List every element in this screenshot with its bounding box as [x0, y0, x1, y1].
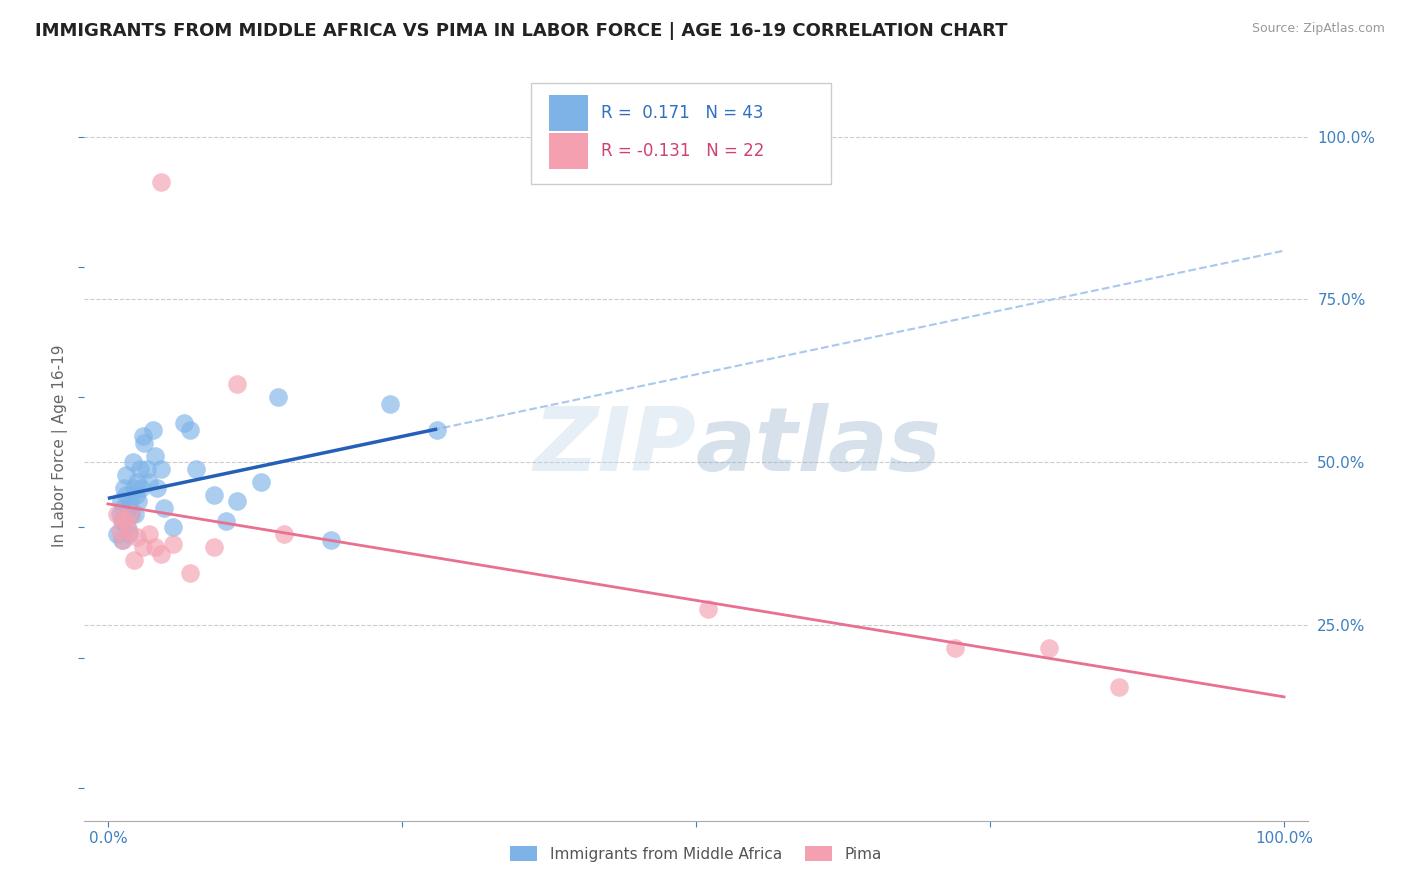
Point	[184, 462, 207, 476]
Point	[114, 488, 136, 502]
Text: atlas: atlas	[696, 402, 942, 490]
Point	[380, 397, 402, 411]
Point	[943, 640, 966, 655]
Point	[162, 537, 184, 551]
Point	[105, 508, 128, 522]
Y-axis label: In Labor Force | Age 16-19: In Labor Force | Age 16-19	[52, 344, 67, 548]
Point	[112, 481, 135, 495]
Point	[179, 423, 201, 437]
Point	[112, 533, 135, 548]
FancyBboxPatch shape	[531, 83, 831, 184]
Point	[267, 390, 290, 404]
Point	[1108, 680, 1130, 694]
Point	[202, 540, 225, 554]
Point	[120, 508, 142, 522]
Point	[125, 488, 148, 502]
Point	[108, 524, 131, 538]
Point	[129, 481, 152, 495]
Point	[111, 514, 134, 528]
Point	[162, 520, 184, 534]
Point	[118, 524, 141, 538]
Point	[108, 508, 131, 522]
Legend: Immigrants from Middle Africa, Pima: Immigrants from Middle Africa, Pima	[502, 838, 890, 869]
Point	[132, 540, 155, 554]
Point	[1038, 640, 1060, 655]
Point	[138, 475, 160, 489]
Point	[120, 494, 142, 508]
Point	[149, 175, 172, 189]
Point	[696, 602, 718, 616]
Point	[112, 500, 135, 515]
Point	[114, 468, 136, 483]
Point	[153, 500, 176, 515]
Point	[110, 494, 132, 508]
Point	[132, 429, 155, 443]
Point	[149, 547, 172, 561]
Point	[143, 449, 166, 463]
FancyBboxPatch shape	[550, 95, 588, 131]
Point	[149, 462, 172, 476]
Point	[122, 481, 145, 495]
Point	[111, 533, 134, 548]
Point	[146, 481, 169, 495]
Point	[426, 423, 449, 437]
Text: ZIP: ZIP	[533, 402, 696, 490]
Point	[214, 514, 236, 528]
Point	[226, 377, 249, 392]
FancyBboxPatch shape	[550, 133, 588, 169]
Point	[121, 455, 143, 469]
Point	[115, 520, 138, 534]
Point	[105, 527, 128, 541]
Point	[127, 475, 149, 489]
Text: R = -0.131   N = 22: R = -0.131 N = 22	[600, 142, 763, 160]
Point	[179, 566, 201, 580]
Point	[138, 527, 160, 541]
Point	[249, 475, 271, 489]
Point	[111, 510, 134, 524]
Point	[135, 462, 157, 476]
Point	[122, 553, 145, 567]
Text: Source: ZipAtlas.com: Source: ZipAtlas.com	[1251, 22, 1385, 36]
Point	[202, 488, 225, 502]
Point	[226, 494, 249, 508]
Point	[127, 494, 149, 508]
Point	[143, 540, 166, 554]
Point	[120, 508, 142, 522]
Point	[117, 500, 139, 515]
Point	[127, 530, 149, 544]
Point	[273, 527, 295, 541]
Point	[124, 508, 146, 522]
Point	[114, 514, 136, 528]
Point	[128, 462, 150, 476]
Text: R =  0.171   N = 43: R = 0.171 N = 43	[600, 104, 763, 122]
Point	[173, 416, 195, 430]
Point	[142, 423, 165, 437]
Point	[118, 527, 141, 541]
Point	[134, 435, 156, 450]
Text: IMMIGRANTS FROM MIDDLE AFRICA VS PIMA IN LABOR FORCE | AGE 16-19 CORRELATION CHA: IMMIGRANTS FROM MIDDLE AFRICA VS PIMA IN…	[35, 22, 1008, 40]
Point	[321, 533, 343, 548]
